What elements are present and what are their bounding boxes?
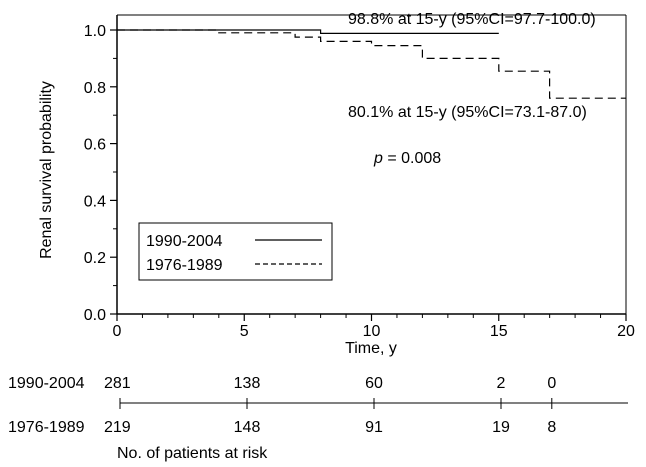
risk-value-1990-2004: 281 [104, 375, 131, 392]
risk-table-title: No. of patients at risk [117, 445, 268, 462]
x-tick-label: 5 [240, 323, 249, 340]
legend-label-1976-1989: 1976-1989 [146, 257, 223, 274]
p-symbol: p [373, 150, 383, 167]
survival-curves [117, 29, 626, 99]
risk-value-1990-2004: 60 [365, 375, 383, 392]
p-value: = 0.008 [383, 150, 441, 167]
x-axis-ticks: 0 5 10 15 20 [113, 314, 635, 340]
x-tick-label: 15 [490, 323, 508, 340]
risk-value-1990-2004: 2 [497, 375, 506, 392]
x-tick-label: 0 [113, 323, 122, 340]
y-tick-label: 0.6 [84, 137, 106, 154]
x-tick-label: 10 [363, 323, 381, 340]
risk-value-1976-1989: 8 [547, 419, 556, 436]
risk-value-1976-1989: 148 [234, 419, 261, 436]
x-axis-title: Time, y [345, 340, 397, 357]
y-tick-label: 0.2 [84, 250, 106, 267]
legend: 1990-2004 1976-1989 [138, 222, 333, 281]
legend-box [138, 222, 333, 281]
y-tick-label: 0.0 [84, 307, 106, 324]
risk-table: 1990-2004 1976-1989 281 138 60 2 0 219 148 91 19… [8, 375, 628, 462]
risk-value-1990-2004: 138 [234, 375, 261, 392]
y-axis-title: Renal survival probability [38, 81, 55, 259]
risk-value-1976-1989: 219 [104, 419, 131, 436]
risk-value-1990-2004: 0 [547, 375, 556, 392]
annotation-1990-2004: 98.8% at 15-y (95%CI=97.7-100.0) [348, 11, 596, 28]
risk-value-1976-1989: 91 [365, 419, 383, 436]
series-line-1990-2004 [117, 29, 499, 34]
risk-row-label-1990-2004: 1990-2004 [8, 375, 85, 392]
y-axis-ticks: 0.0 0.2 0.4 0.6 0.8 1.0 [84, 23, 117, 324]
annotation-1976-1989: 80.1% at 15-y (95%CI=73.1-87.0) [348, 104, 587, 121]
legend-label-1990-2004: 1990-2004 [146, 233, 223, 250]
risk-table-values: 281 138 60 2 0 219 148 91 19 8 [104, 375, 556, 436]
y-tick-label: 0.4 [84, 193, 106, 210]
y-tick-label: 0.8 [84, 80, 106, 97]
x-tick-label: 20 [617, 323, 635, 340]
risk-row-label-1976-1989: 1976-1989 [8, 419, 85, 436]
series-line-1976-1989 [117, 29, 626, 99]
y-tick-label: 1.0 [84, 23, 106, 40]
p-value-annotation: p = 0.008 [373, 150, 441, 167]
risk-value-1976-1989: 19 [492, 419, 510, 436]
